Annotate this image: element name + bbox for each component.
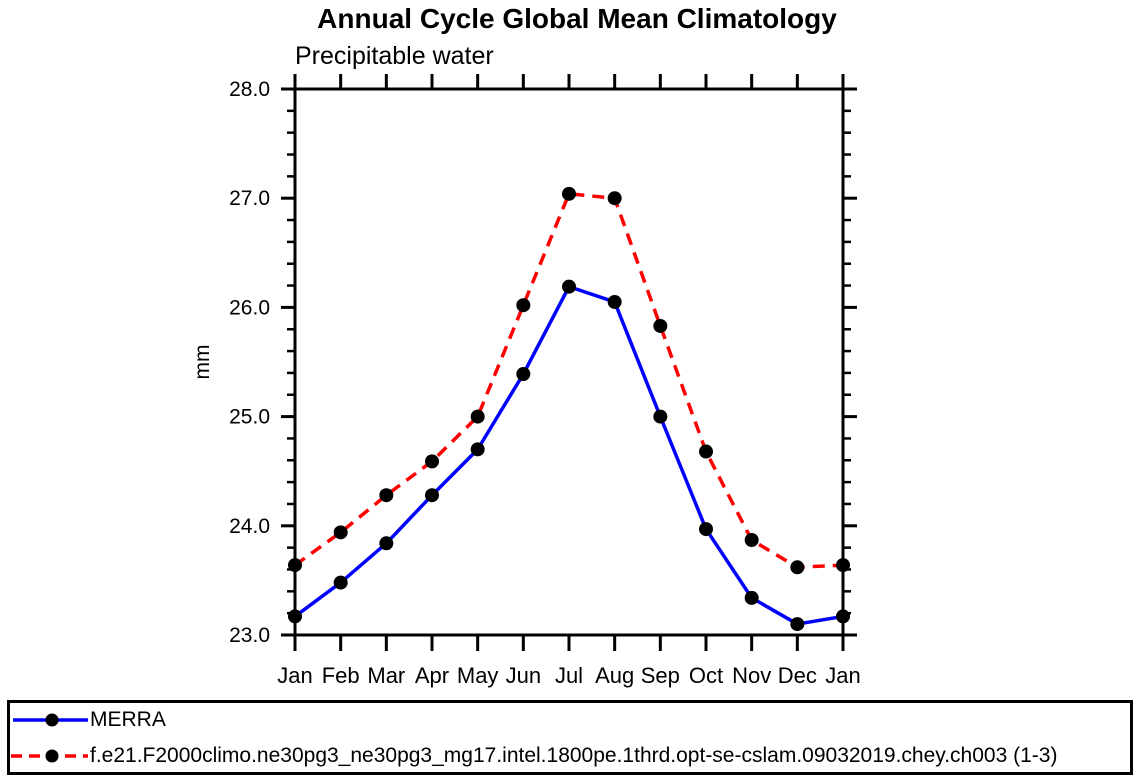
x-tick-label: Dec (778, 663, 817, 688)
legend-label: f.e21.F2000climo.ne30pg3_ne30pg3_mg17.in… (90, 744, 1058, 767)
x-tick-label: Jul (555, 663, 583, 688)
data-point-marker-1 (288, 558, 302, 573)
x-tick-label: Mar (367, 663, 405, 688)
data-point-marker-0 (653, 409, 668, 424)
data-point-marker-1 (333, 525, 348, 540)
chart-subtitle: Precipitable water (295, 42, 494, 70)
y-tick-label: 25.0 (229, 406, 270, 429)
data-point-marker-1 (607, 191, 622, 206)
x-tick-label: Aug (595, 663, 634, 688)
data-point-marker-1 (744, 532, 759, 547)
data-point-marker-0 (379, 536, 394, 551)
data-point-marker-0 (333, 575, 348, 590)
y-tick-label: 28.0 (229, 78, 270, 101)
x-tick-label: Oct (689, 663, 723, 688)
x-tick-label: Nov (732, 663, 771, 688)
data-point-marker-0 (470, 442, 485, 457)
x-tick-label: Apr (415, 663, 449, 688)
x-tick-label: Feb (322, 663, 360, 688)
data-point-marker-0 (288, 609, 302, 624)
chart-title: Annual Cycle Global Mean Climatology (317, 3, 837, 34)
x-tick-label: May (457, 663, 499, 688)
y-tick-label: 23.0 (229, 624, 270, 647)
data-point-marker-1 (699, 444, 713, 459)
data-point-marker-1 (425, 454, 439, 469)
data-point-marker-1 (379, 488, 394, 503)
x-tick-label: Sep (641, 663, 680, 688)
data-point-marker-1 (562, 186, 576, 201)
x-tick-label: Jun (506, 663, 541, 688)
series-line-0 (293, 284, 844, 626)
data-point-marker-1 (790, 560, 805, 575)
data-point-marker-1 (836, 558, 850, 573)
plot-area: 23.0 24.0 25.0 26.0 27.0 28.0 Jan Feb Mar Apr May J… (229, 74, 861, 688)
y-tick-label: 27.0 (229, 187, 270, 210)
x-tick-label: Jan (277, 663, 312, 688)
legend: MERRA f.e21.F2000climo.ne30pg3_ne30pg3_m… (7, 700, 1133, 775)
data-point-marker-0 (607, 294, 622, 309)
legend-item-model: f.e21.F2000climo.ne30pg3_ne30pg3_mg17.in… (10, 740, 1057, 772)
x-tick-label: Jan (825, 663, 860, 688)
y-tick-label: 26.0 (229, 296, 270, 319)
data-point-marker-0 (699, 522, 713, 537)
legend-label: MERRA (90, 708, 166, 731)
legend-item-merra: MERRA (10, 704, 166, 736)
data-point-marker-0 (744, 590, 759, 605)
data-point-marker-1 (516, 298, 531, 313)
data-point-marker-1 (470, 409, 485, 424)
y-tick-label: 24.0 (229, 515, 270, 538)
data-point-marker-0 (562, 279, 576, 294)
legend-line-sample-solid (13, 713, 88, 727)
data-point-marker-0 (836, 609, 850, 624)
data-point-marker-0 (790, 617, 805, 632)
legend-line-sample-dashed (11, 749, 88, 763)
data-point-marker-0 (516, 367, 531, 382)
data-point-marker-0 (425, 488, 439, 503)
series-line-1 (293, 192, 844, 570)
data-point-marker-1 (653, 318, 668, 333)
